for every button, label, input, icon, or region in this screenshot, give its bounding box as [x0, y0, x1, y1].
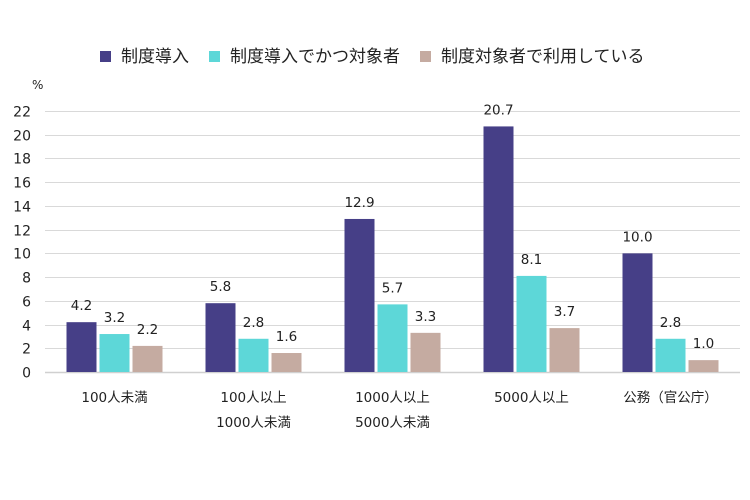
y-tick-label: 0 [22, 366, 31, 382]
data-label: 1.6 [276, 329, 297, 345]
data-label: 1.0 [693, 336, 714, 352]
x-category-label: 100人以上 [220, 390, 286, 406]
legend-label: 制度導入でかつ対象者 [230, 47, 400, 67]
y-tick-label: 14 [13, 200, 31, 216]
gridlines [45, 111, 740, 374]
x-category-label: 1000人未満 [216, 415, 291, 431]
legend-item-riyou: 制度対象者で利用している [420, 42, 645, 67]
legend-swatch-icon [420, 50, 431, 62]
data-label: 12.9 [344, 195, 374, 211]
x-category-label: 1000人以上 [355, 390, 430, 406]
data-label: 4.2 [71, 298, 92, 314]
bar [205, 303, 236, 372]
legend-swatch-icon [209, 50, 220, 62]
data-labels: 4.2 3.2 2.2 5.8 2.8 1.6 12.9 5.7 3.3 20.7 8.1 3.7 10… [71, 102, 714, 352]
bar [688, 360, 719, 372]
legend-item-taishousha: 制度導入でかつ対象者 [209, 42, 400, 67]
x-category-label: 公務（官公庁） [623, 390, 718, 406]
bar [238, 338, 269, 372]
data-label: 5.8 [210, 279, 231, 295]
bar [271, 353, 302, 372]
chart-legend: 制度導入 制度導入でかつ対象者 制度対象者で利用している [100, 42, 665, 67]
bar [99, 334, 130, 372]
data-label: 3.3 [415, 309, 436, 325]
data-label: 3.7 [554, 304, 575, 320]
y-tick-label: 10 [13, 247, 31, 263]
data-label: 20.7 [483, 102, 513, 118]
x-category-label: 5000人以上 [494, 390, 569, 406]
data-label: 2.2 [137, 322, 158, 338]
y-tick-label: 20 [13, 129, 31, 145]
bar [66, 322, 97, 372]
data-label: 8.1 [521, 252, 542, 268]
y-tick-label: 22 [13, 105, 31, 121]
legend-label: 制度対象者で利用している [441, 47, 645, 67]
legend-item-seido-dounyu: 制度導入 [100, 42, 189, 67]
data-label: 10.0 [622, 229, 652, 245]
bar [344, 218, 375, 372]
x-category-label: 5000人未満 [355, 415, 430, 431]
y-tick-label: 2 [22, 342, 31, 358]
legend-swatch-icon [100, 50, 111, 62]
legend-label: 制度導入 [121, 47, 189, 67]
y-tick-label: 6 [22, 295, 31, 311]
bar [410, 332, 441, 372]
x-axis: 100人未満 100人以上 1000人未満 1000人以上 5000人未満 5000人以上… [81, 390, 717, 431]
bars [66, 126, 719, 372]
bar [655, 338, 686, 372]
bar [516, 275, 547, 372]
bar [483, 126, 514, 372]
data-label: 3.2 [104, 310, 125, 326]
y-tick-label: 8 [22, 271, 31, 287]
y-tick-label: 18 [13, 152, 31, 168]
y-axis-unit-label: % [32, 78, 43, 92]
bar [377, 304, 408, 372]
bar [132, 345, 163, 372]
x-category-label: 100人未満 [81, 390, 147, 406]
y-axis: 0 2 4 6 8 10 12 14 16 18 20 22 [13, 105, 31, 382]
bar [622, 253, 653, 372]
y-tick-label: 16 [13, 176, 31, 192]
y-tick-label: 4 [22, 319, 31, 335]
bar [549, 328, 580, 372]
y-tick-label: 12 [13, 224, 31, 240]
data-label: 2.8 [660, 315, 681, 331]
data-label: 5.7 [382, 280, 403, 296]
data-label: 2.8 [243, 315, 264, 331]
